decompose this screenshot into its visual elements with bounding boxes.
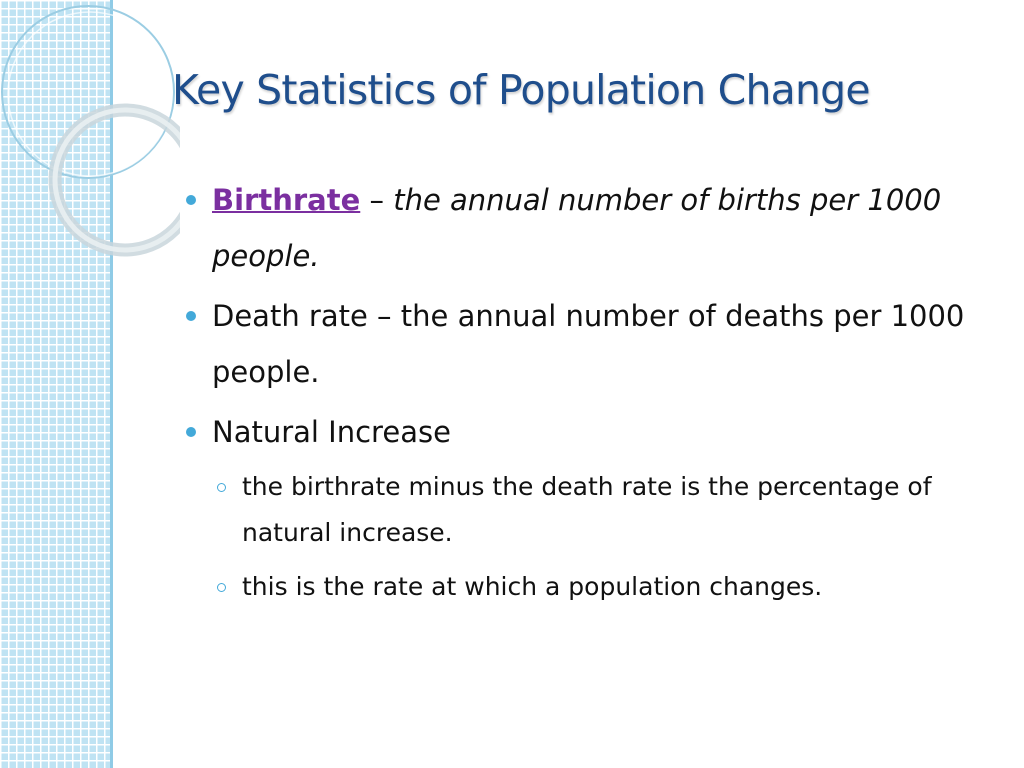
bullet-dot-icon — [186, 195, 196, 205]
sub-bullet-text-1: the birthrate minus the death rate is th… — [242, 472, 932, 547]
sub-bullet-ring-icon — [217, 583, 226, 592]
natural-increase-text: Natural Increase — [212, 415, 451, 449]
sidebar-grid-decoration — [0, 0, 112, 768]
birthrate-dash: – — [360, 183, 394, 217]
bullet-list: Birthrate – the annual number of births … — [184, 172, 1004, 618]
bullet-dot-icon — [186, 427, 196, 437]
sidebar-edge-line — [110, 0, 113, 768]
bullet-birthrate: Birthrate – the annual number of births … — [184, 172, 1004, 284]
birthrate-definition: the annual number of births per 1000 peo… — [212, 183, 942, 273]
sub-bullet-ring-icon — [217, 483, 226, 492]
slide-title: Key Statistics of Population Change — [172, 66, 871, 114]
sub-bullet-text-2: this is the rate at which a population c… — [242, 572, 823, 601]
circles-decoration — [1, 5, 180, 257]
sub-bullet-rate: this is the rate at which a population c… — [184, 564, 1004, 610]
bullet-natural-increase: Natural Increase — [184, 404, 1004, 460]
birthrate-link[interactable]: Birthrate — [212, 183, 361, 217]
sub-bullet-percentage: the birthrate minus the death rate is th… — [184, 464, 1004, 556]
bullet-death-rate: Death rate – the annual number of deaths… — [184, 288, 1004, 400]
bullet-dot-icon — [186, 311, 196, 321]
death-rate-text: Death rate – the annual number of deaths… — [212, 299, 965, 389]
